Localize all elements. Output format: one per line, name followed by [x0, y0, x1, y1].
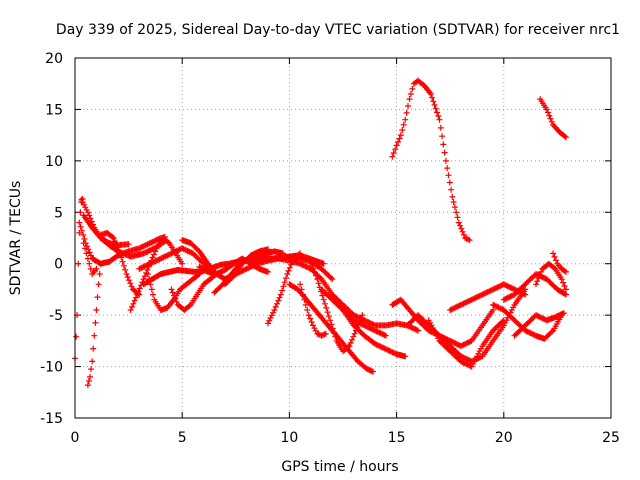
x-tick-label: 10: [280, 430, 298, 446]
plot-frame: [74, 57, 612, 419]
y-tick-label: -15: [40, 411, 63, 427]
data-series: [136, 245, 218, 277]
x-tick-label: 15: [388, 430, 406, 446]
data-series: [550, 250, 569, 275]
y-tick-label: 10: [45, 154, 63, 170]
data-series: [297, 281, 329, 339]
data-point-marks: [168, 271, 220, 313]
data-point-marks: [533, 260, 569, 293]
data-point-marks: [265, 250, 304, 327]
y-tick-label: 5: [54, 205, 63, 221]
data-points: [72, 77, 569, 389]
data-point-marks: [127, 235, 186, 313]
data-series: [127, 235, 186, 313]
x-tick-label: 0: [71, 430, 80, 446]
data-point-marks: [318, 286, 389, 339]
y-tick-label: 20: [45, 51, 63, 67]
chart-title: Day 339 of 2025, Sidereal Day-to-day VTE…: [56, 22, 620, 38]
data-point-marks: [136, 245, 218, 277]
data-point-marks: [389, 77, 473, 244]
data-point-marks: [550, 250, 569, 275]
data-series: [537, 96, 569, 141]
data-series: [511, 310, 567, 339]
x-tick-label: 25: [602, 430, 620, 446]
data-point-marks: [84, 260, 104, 389]
y-tick-label: -10: [40, 360, 63, 376]
x-axis-title: GPS time / hours: [281, 459, 398, 475]
data-point-marks: [537, 96, 569, 141]
data-series: [490, 301, 565, 342]
data-series: [80, 240, 100, 277]
y-tick-label: 15: [45, 102, 63, 118]
data-point-marks: [297, 281, 329, 339]
y-axis-title: SDTVAR / TECUs: [8, 181, 24, 296]
y-tick-label: -5: [49, 308, 63, 324]
data-point-marks: [425, 317, 507, 370]
y-tick-label: 0: [54, 257, 63, 273]
data-series: [389, 77, 473, 244]
data-point-marks: [307, 258, 366, 355]
data-series: [168, 271, 220, 313]
data-series: [533, 260, 569, 293]
x-tick-label: 20: [495, 430, 513, 446]
data-series: [265, 250, 304, 327]
tick-labels: 0 5 10 15 20 25 -15 -10 -5 0 5 10 15 20: [40, 51, 620, 446]
x-tick-label: 5: [178, 430, 187, 446]
data-series: [76, 219, 168, 267]
data-point-marks: [511, 310, 567, 339]
data-point-marks: [80, 240, 100, 277]
grid-lines: [75, 58, 611, 418]
data-series: [211, 248, 286, 296]
data-series: [425, 317, 507, 370]
data-point-marks: [490, 301, 565, 342]
data-series: [307, 258, 366, 355]
data-series: [318, 286, 389, 339]
data-point-marks: [211, 248, 286, 296]
data-series: [84, 260, 104, 389]
data-point-marks: [76, 219, 168, 267]
